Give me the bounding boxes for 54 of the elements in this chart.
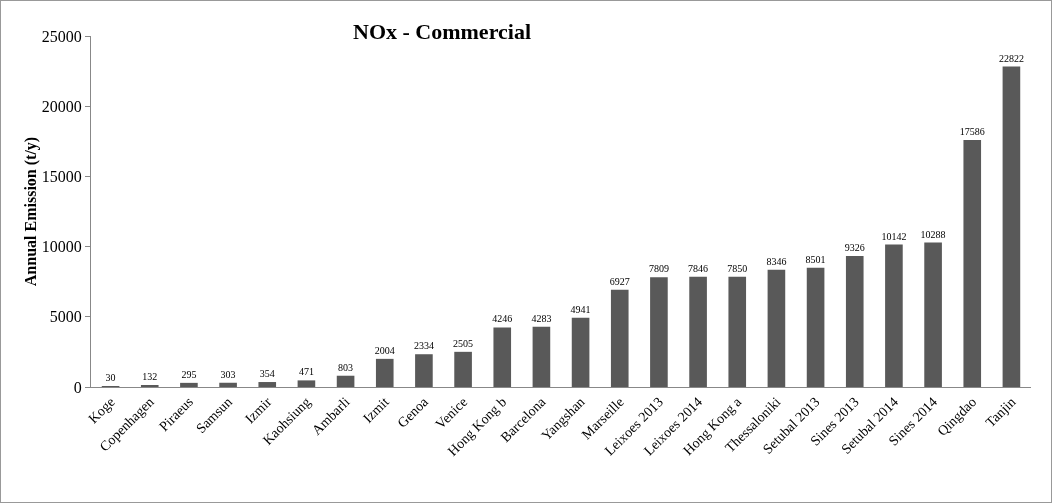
data-label: 132 (142, 371, 158, 382)
data-label: 22822 (998, 52, 1024, 64)
data-label: 7846 (688, 262, 709, 274)
data-label: 4941 (570, 303, 591, 315)
chart-title: NOx - Commercial (353, 18, 531, 44)
data-label: 2334 (413, 340, 434, 352)
y-tick-label: 0 (73, 378, 82, 396)
data-label: 9326 (844, 242, 865, 254)
y-axis-title: Annual Emission (t/y) (21, 136, 40, 287)
data-label: 17586 (959, 126, 985, 138)
bar (532, 326, 551, 387)
bar (415, 354, 433, 387)
y-tick-label: 25000 (41, 27, 82, 45)
data-label: 10142 (881, 230, 907, 242)
bar (924, 242, 942, 387)
data-label: 10288 (920, 228, 946, 240)
bar (689, 276, 707, 387)
bar (571, 317, 590, 387)
y-tick-label: 10000 (41, 238, 82, 256)
data-label: 303 (220, 368, 236, 380)
bar (336, 375, 355, 387)
data-label: 30 (105, 372, 116, 383)
data-label: 354 (259, 368, 275, 380)
data-label: 4246 (492, 313, 513, 325)
bar (1002, 66, 1021, 387)
bar (219, 382, 237, 387)
bar (375, 358, 394, 387)
data-label: 7809 (648, 263, 669, 275)
data-label: 2004 (374, 344, 395, 356)
bar (650, 277, 668, 387)
data-label: 6927 (609, 275, 630, 287)
bar (728, 276, 747, 387)
data-label: 471 (298, 366, 314, 378)
bar (180, 382, 198, 387)
bar (610, 289, 629, 387)
data-label: 2505 (453, 337, 474, 349)
y-tick-label: 20000 (41, 97, 82, 115)
bar (297, 380, 316, 387)
data-label: 803 (338, 361, 354, 373)
bar (963, 140, 982, 387)
bar (767, 269, 786, 387)
data-label: 8501 (805, 253, 826, 265)
bar (806, 267, 825, 387)
data-label: 7850 (727, 262, 748, 274)
y-tick-label: 15000 (41, 168, 82, 185)
data-label: 295 (181, 368, 197, 380)
bar (258, 382, 277, 387)
data-label: 8346 (766, 255, 787, 267)
y-tick-label: 5000 (49, 308, 82, 326)
bar (885, 244, 903, 387)
bar (454, 351, 472, 387)
bar (845, 256, 864, 387)
data-label: 4283 (531, 312, 552, 324)
bar (493, 327, 512, 387)
